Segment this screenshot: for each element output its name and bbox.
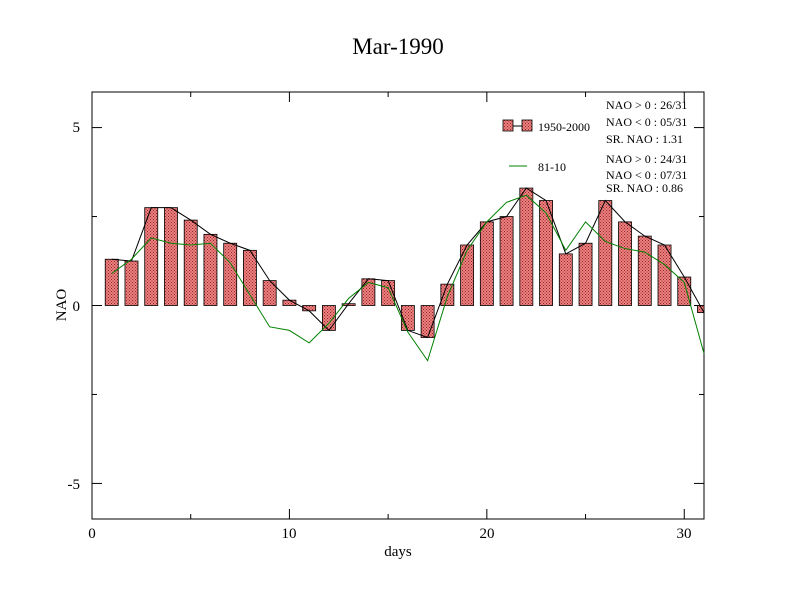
stats-1950-2000-positive: NAO > 0 : 26/31 xyxy=(606,98,687,112)
bar-day-4 xyxy=(164,207,178,306)
legend: 1950-2000 81-10 xyxy=(502,119,590,174)
bar-day-17 xyxy=(420,305,435,338)
bar-day-3 xyxy=(144,207,159,306)
stats-1950-2000-sr: SR. NAO : 1.31 xyxy=(606,132,683,146)
bar-day-9 xyxy=(262,280,277,306)
legend-swatch-1950-2000-b xyxy=(521,119,533,132)
legend-label-81-10: 81-10 xyxy=(538,160,566,174)
bar-day-18 xyxy=(440,283,455,306)
stats-1950-2000-negative: NAO < 0 : 05/31 xyxy=(606,115,687,129)
stats-81-10-positive: NAO > 0 : 24/31 xyxy=(606,152,687,166)
y-axis-label: NAO xyxy=(54,289,70,322)
bar-day-25 xyxy=(578,242,593,306)
x-axis-label: days xyxy=(384,544,412,560)
x-tick-label-30: 30 xyxy=(677,526,692,542)
legend-label-1950-2000: 1950-2000 xyxy=(538,120,590,134)
y-tick-label-0: 0 xyxy=(73,299,81,315)
x-tick-label-20: 20 xyxy=(480,526,495,542)
bar-day-26 xyxy=(598,200,613,306)
bar-day-20 xyxy=(479,221,494,306)
bar-day-8 xyxy=(243,249,257,306)
bar-day-28 xyxy=(637,235,652,306)
bar-day-5 xyxy=(183,219,198,306)
bar-day-21 xyxy=(499,216,514,306)
line-series xyxy=(111,187,705,362)
bar-day-7 xyxy=(223,242,238,306)
line-81-10 xyxy=(111,194,705,362)
legend-swatch-1950-2000-a xyxy=(502,119,514,132)
stats-block: NAO > 0 : 26/31 NAO < 0 : 05/31 SR. NAO … xyxy=(606,98,687,195)
bar-day-22 xyxy=(519,187,534,306)
stats-81-10-sr: SR. NAO : 0.86 xyxy=(606,181,683,195)
bar-day-29 xyxy=(657,244,672,306)
line-1950-2000 xyxy=(111,187,705,339)
bar-day-23 xyxy=(539,200,553,306)
bar-day-1 xyxy=(104,258,119,306)
bar-day-30 xyxy=(677,276,692,306)
bar-day-6 xyxy=(203,233,218,306)
y-tick-label-5: 5 xyxy=(73,120,81,136)
x-tick-label-0: 0 xyxy=(88,526,96,542)
bar-day-24 xyxy=(558,253,573,306)
bar-day-31 xyxy=(697,305,705,314)
chart-title: Mar-1990 xyxy=(352,34,444,59)
x-tick-label-10: 10 xyxy=(282,526,297,542)
axis-ticks xyxy=(91,92,704,519)
bar-day-2 xyxy=(124,260,139,306)
bar-day-27 xyxy=(618,221,632,306)
bar-series-1950-2000 xyxy=(104,187,705,338)
y-tick-label-minus-5: -5 xyxy=(68,477,81,493)
stats-81-10-negative: NAO < 0 : 07/31 xyxy=(606,168,687,182)
